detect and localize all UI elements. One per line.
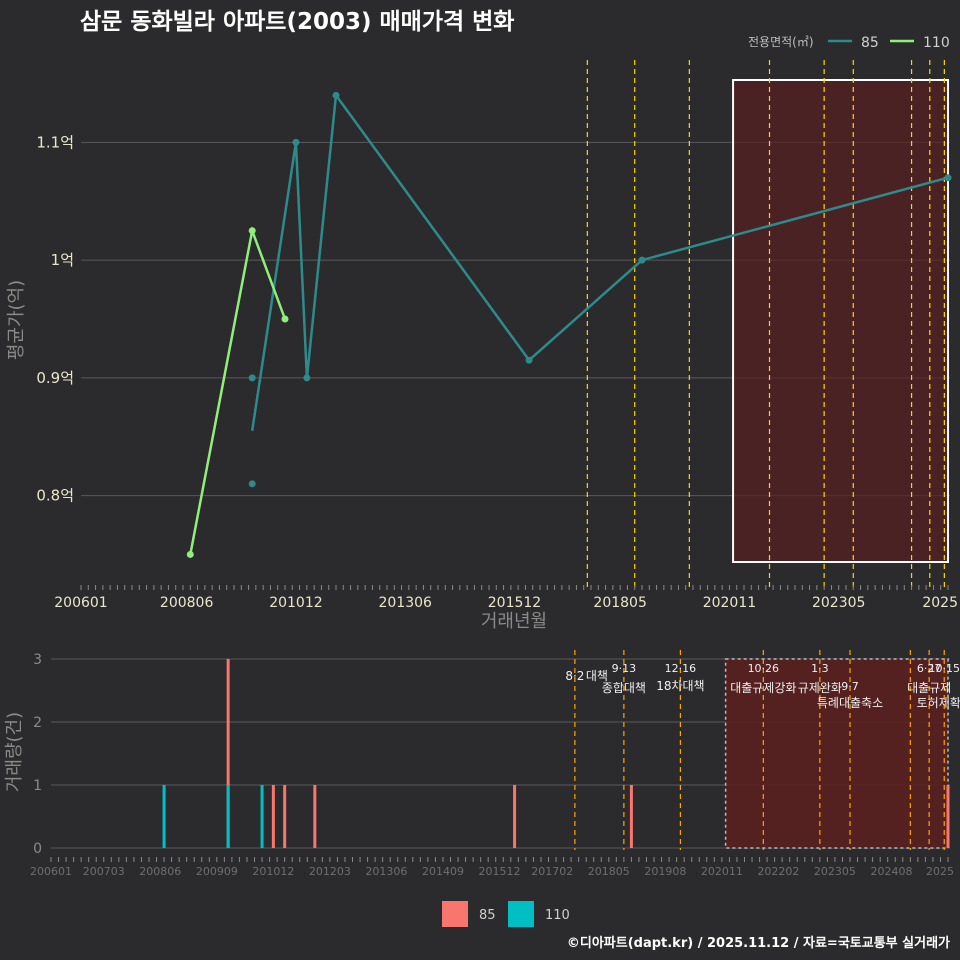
legend: 전용면적(㎡) 85 110 <box>748 35 950 51</box>
volume-bar-85 <box>946 785 950 848</box>
volume-x-tick-label: 202305 <box>814 865 856 878</box>
policy-annotation-label: 특례대출축소 <box>817 696 883 710</box>
price-point-85 <box>248 374 256 382</box>
policy-annotation-date: 1·3 <box>811 662 829 675</box>
volume-y-axis-title: 거래량(건) <box>4 712 25 792</box>
policy-annotation-date: 6·27 <box>917 662 942 675</box>
volume-x-tick-label: 2025 <box>926 865 954 878</box>
volume-bar-85 <box>283 785 287 848</box>
volume-x-tick-label: 202202 <box>757 865 799 878</box>
volume-bar-85 <box>226 659 230 848</box>
volume-y-tick-label: 2 <box>33 715 42 731</box>
volume-x-tick-label: 201702 <box>531 865 573 878</box>
price-point-110 <box>281 315 289 323</box>
volume-x-tick-label: 200909 <box>196 865 238 878</box>
volume-x-tick-label: 200806 <box>139 865 181 878</box>
volume-x-tick-label: 200703 <box>83 865 125 878</box>
volume-bar-85 <box>629 785 633 848</box>
volume-x-tick-label: 201012 <box>252 865 294 878</box>
volume-x-tick-label: 201306 <box>365 865 407 878</box>
price-series-line-110 <box>189 226 287 555</box>
policy-annotation-date: 10·15 <box>928 662 960 675</box>
policy-annotation-date: 8·2 <box>565 669 584 683</box>
price-x-tick-label: 201805 <box>593 595 646 611</box>
price-point-85 <box>303 374 311 382</box>
bar-legend-swatch-85 <box>442 901 468 927</box>
policy-annotation-date: 10·26 <box>748 662 780 675</box>
volume-x-tick-label: 200601 <box>30 865 72 878</box>
price-y-tick-label: 0.9억 <box>36 369 74 387</box>
volume-x-tick-label: 202408 <box>870 865 912 878</box>
chart-title: 삼문 동화빌라 아파트(2003) 매매가격 변화 <box>80 9 514 35</box>
volume-shaded-period-box <box>724 658 949 849</box>
policy-annotation-label: 규제완화 <box>798 681 842 695</box>
price-x-tick-label: 200601 <box>54 595 107 611</box>
price-y-tick-label: 0.8억 <box>36 487 74 505</box>
volume-y-tick-label: 0 <box>33 841 42 857</box>
price-point-110 <box>248 227 256 235</box>
bar-legend-label-110: 110 <box>545 908 570 923</box>
volume-y-tick-label: 3 <box>33 652 42 668</box>
price-point-85 <box>332 91 340 99</box>
price-y-tick-label: 1억 <box>51 251 74 269</box>
volume-x-tick-label: 202011 <box>701 865 743 878</box>
price-point-110 <box>186 550 194 558</box>
policy-annotation-date: 12·16 <box>665 662 697 675</box>
shaded-period-box <box>732 79 949 563</box>
volume-bar-110 <box>162 785 166 848</box>
price-x-axis-title: 거래년월 <box>481 611 547 632</box>
price-chart: 0.8억 0.9억 1억 1.1억 200601 200806 201012 201306 20… <box>6 60 958 632</box>
legend-title: 전용면적(㎡) <box>748 35 814 49</box>
policy-annotation-date: 9·13 <box>612 662 637 675</box>
volume-y-tick-label: 1 <box>33 778 42 794</box>
policy-annotation-date: 9·7 <box>841 680 859 693</box>
volume-bar-85 <box>313 785 317 848</box>
volume-bar-110 <box>226 785 230 848</box>
policy-annotation-label: 18차대책 <box>656 678 704 693</box>
volume-x-tick-label: 201203 <box>309 865 351 878</box>
price-point-85 <box>248 480 256 488</box>
volume-bar-110 <box>260 785 264 848</box>
bar-legend-label-85: 85 <box>479 908 496 923</box>
bar-legend-swatch-110 <box>508 901 534 927</box>
volume-bar-85 <box>271 785 275 848</box>
price-point-85 <box>944 174 952 182</box>
price-y-tick-label: 1.1억 <box>36 133 74 151</box>
bar-legend: 85 110 <box>442 901 570 927</box>
price-x-tick-label: 202011 <box>703 595 756 611</box>
price-point-85 <box>292 138 300 146</box>
price-x-tick-label: 201012 <box>269 595 322 611</box>
policy-annotation-label: 토허제확대 <box>917 696 960 710</box>
policy-annotation-label: 종합대책 <box>602 680 646 695</box>
price-point-85 <box>525 356 533 364</box>
price-x-tick-label: 201512 <box>488 595 541 611</box>
policy-annotation-label: 대출규제강화 <box>730 681 796 695</box>
policy-annotation-label: 대출규제 <box>907 681 951 695</box>
legend-label-110: 110 <box>923 35 950 51</box>
volume-x-tick-label: 201512 <box>479 865 521 878</box>
volume-bar-85 <box>513 785 517 848</box>
volume-x-tick-label: 201908 <box>644 865 686 878</box>
price-x-tick-label: 201306 <box>378 595 432 611</box>
price-x-tick-label: 202305 <box>812 595 865 611</box>
price-point-85 <box>638 256 646 264</box>
volume-x-tick-label: 201805 <box>588 865 630 878</box>
footer-credit: ©디아파트(dapt.kr) / 2025.11.12 / 자료=국토교통부 실… <box>567 935 950 951</box>
price-x-tick-label: 200806 <box>160 595 214 611</box>
price-x-tick-label: 2025 <box>922 595 958 611</box>
legend-label-85: 85 <box>861 35 879 51</box>
volume-chart: 0 1 2 3 8·2 대책 9·13 종합대책 12·16 18차대책 10·26 대출규제강화 1·… <box>4 650 960 878</box>
volume-x-tick-label: 201409 <box>422 865 464 878</box>
price-y-axis-title: 평균가(억) <box>6 280 27 360</box>
policy-annotation-label: 대책 <box>586 668 608 683</box>
